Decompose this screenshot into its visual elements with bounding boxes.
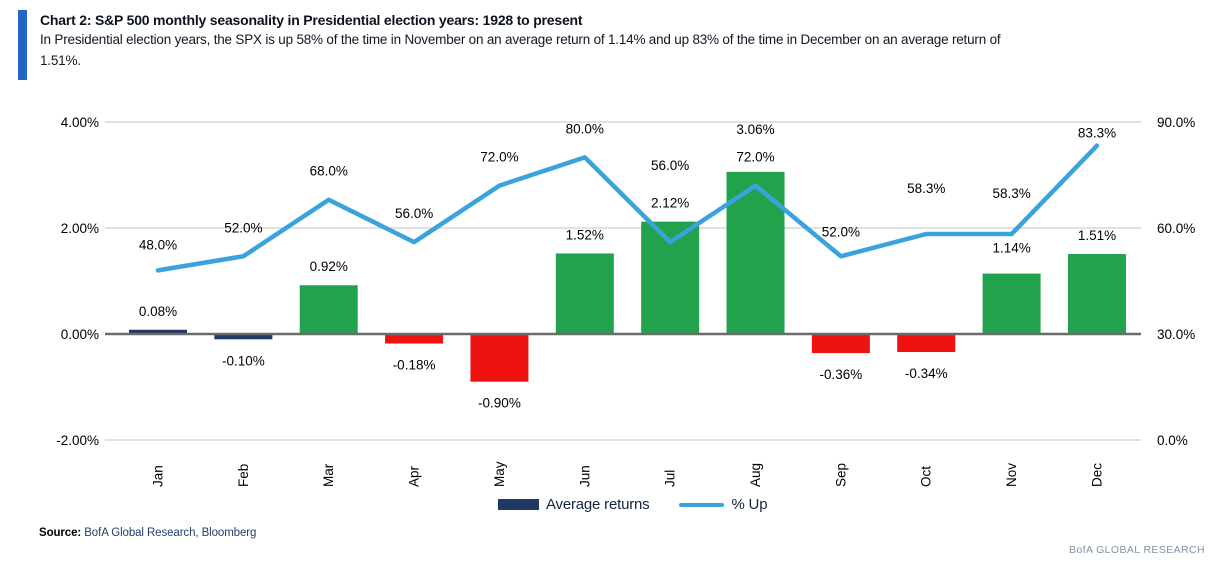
bar-label-Mar: 0.92% — [310, 259, 348, 274]
bar-May — [470, 334, 529, 382]
left-axis-tick: 2.00% — [61, 221, 99, 236]
bar-Feb — [214, 334, 273, 340]
x-label-Jul: Jul — [663, 470, 678, 487]
bar-label-Nov: 1.14% — [992, 241, 1030, 256]
bar-Jul — [641, 221, 700, 334]
bar-Aug — [726, 171, 785, 334]
line-label-Feb: 52.0% — [224, 220, 262, 235]
legend-bar-swatch-icon — [498, 499, 539, 510]
pct-up-line — [155, 143, 1100, 273]
bar-Jun — [555, 253, 614, 334]
x-label-Feb: Feb — [236, 464, 251, 487]
right-axis-tick: 60.0% — [1157, 221, 1195, 236]
bar-Sep — [811, 334, 870, 354]
x-label-Mar: Mar — [321, 463, 336, 487]
bar-label-Feb: -0.10% — [222, 353, 265, 368]
subtitle-line-2: 1.51%. — [40, 53, 81, 69]
line-label-Jun: 80.0% — [566, 121, 604, 136]
subtitle-line-1: In Presidential election years, the SPX … — [40, 32, 1001, 48]
source-text: BofA Global Research, Bloomberg — [84, 527, 257, 539]
right-axis-tick: 90.0% — [1157, 115, 1195, 130]
bar-Mar — [299, 285, 358, 334]
bar-label-Jun: 1.52% — [566, 227, 604, 242]
bar-label-Jan: 0.08% — [139, 304, 177, 319]
line-label-Apr: 56.0% — [395, 206, 433, 221]
line-label-Sep: 52.0% — [822, 224, 860, 239]
legend-item-average-returns: Average returns — [498, 496, 650, 513]
bar-label-Oct: -0.34% — [905, 366, 948, 381]
line-label-May: 72.0% — [480, 150, 518, 165]
left-axis-tick: 0.00% — [61, 327, 99, 342]
bar-label-Sep: -0.36% — [819, 367, 862, 382]
source-note: Source: BofA Global Research, Bloomberg — [39, 527, 256, 539]
x-label-May: May — [492, 461, 507, 487]
brand-watermark: BofA GLOBAL RESEARCH — [1069, 544, 1205, 556]
bar-label-May: -0.90% — [478, 396, 521, 411]
line-label-Oct: 58.3% — [907, 181, 945, 196]
right-axis-tick: 30.0% — [1157, 327, 1195, 342]
bar-label-Dec: 1.51% — [1078, 228, 1116, 243]
line-label-Jul: 56.0% — [651, 158, 689, 173]
line-label-Dec: 83.3% — [1078, 126, 1116, 141]
line-label-Mar: 68.0% — [310, 164, 348, 179]
x-label-Jan: Jan — [151, 465, 166, 487]
x-label-Oct: Oct — [919, 466, 934, 487]
title-block: Chart 2: S&P 500 monthly seasonality in … — [40, 10, 1001, 80]
bar-label-Apr: -0.18% — [393, 358, 436, 373]
bar-label-Aug: 3.06% — [736, 122, 774, 137]
line-label-Jan: 48.0% — [139, 237, 177, 252]
bar-Oct — [897, 334, 956, 353]
bar-label-Jul: 2.12% — [651, 196, 689, 211]
source-label: Source: — [39, 527, 82, 539]
bar-Jan — [129, 329, 187, 334]
chart-title: Chart 2: S&P 500 monthly seasonality in … — [40, 12, 583, 28]
bar-Apr — [385, 334, 444, 344]
x-label-Jun: Jun — [577, 465, 592, 487]
chart-header: Chart 2: S&P 500 monthly seasonality in … — [18, 10, 1001, 80]
bar-Nov — [982, 273, 1041, 334]
legend-label-pct-up: % Up — [731, 496, 768, 513]
x-label-Dec: Dec — [1089, 463, 1104, 487]
x-label-Nov: Nov — [1004, 463, 1019, 487]
right-axis-tick: 0.0% — [1157, 433, 1188, 448]
line-label-Aug: 72.0% — [736, 150, 774, 165]
left-axis-tick: 4.00% — [61, 115, 99, 130]
chart-subtitle: In Presidential election years, the SPX … — [40, 30, 1001, 72]
legend-line-swatch-icon — [679, 502, 725, 507]
line-label-Nov: 58.3% — [992, 186, 1030, 201]
legend-label-average-returns: Average returns — [546, 496, 650, 513]
legend-item-pct-up: % Up — [679, 496, 768, 513]
x-label-Sep: Sep — [833, 463, 848, 487]
left-axis-tick: -2.00% — [56, 433, 99, 448]
bar-Dec — [1067, 253, 1126, 334]
chart-legend: Average returns % Up — [498, 496, 768, 513]
title-accent-bar — [18, 10, 27, 80]
x-label-Aug: Aug — [748, 463, 763, 487]
x-label-Apr: Apr — [407, 465, 422, 487]
